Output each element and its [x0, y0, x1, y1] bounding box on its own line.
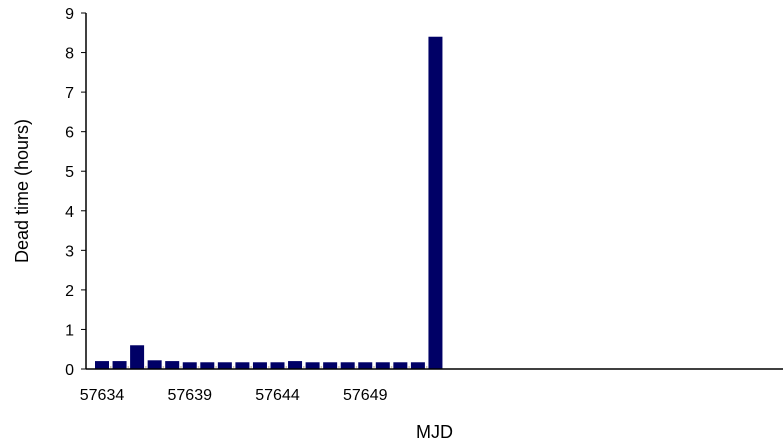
bar — [130, 345, 145, 369]
y-tick-label: 2 — [65, 283, 74, 300]
bar — [112, 361, 127, 369]
y-tick-label: 5 — [65, 164, 74, 181]
bars — [95, 36, 443, 369]
bar — [305, 362, 320, 369]
y-tick-label: 7 — [65, 85, 74, 102]
x-tick-label: 57639 — [168, 387, 213, 404]
x-axis-ticks: 57634 57639 57644 57649 — [80, 366, 428, 404]
bar — [200, 362, 215, 369]
bar — [252, 362, 267, 369]
bar — [358, 362, 373, 369]
x-tick-label: 57634 — [80, 387, 125, 404]
y-tick-label: 9 — [65, 6, 74, 23]
bar — [165, 361, 180, 369]
x-tick-label: 57649 — [343, 387, 388, 404]
y-tick-label: 3 — [65, 243, 74, 260]
y-axis-title: Dead time (hours) — [12, 119, 32, 263]
bar — [375, 362, 390, 369]
y-axis-ticks: 0 1 2 3 4 5 6 7 8 9 — [65, 6, 86, 379]
bar — [393, 362, 408, 369]
bar — [235, 362, 250, 369]
y-tick-label: 1 — [65, 322, 74, 339]
bar — [410, 362, 425, 369]
y-tick-label: 0 — [65, 362, 74, 379]
bar — [95, 361, 109, 369]
y-tick-label: 4 — [65, 204, 74, 221]
bar — [270, 362, 285, 369]
x-tick-label: 57644 — [255, 387, 300, 404]
bar — [217, 362, 232, 369]
bar — [428, 36, 443, 369]
x-axis-title: MJD — [416, 422, 453, 442]
y-tick-label: 6 — [65, 125, 74, 142]
bar — [147, 360, 162, 369]
bar — [340, 362, 355, 369]
y-tick-label: 8 — [65, 46, 74, 63]
bar — [288, 361, 303, 369]
bar — [323, 362, 338, 369]
bar — [182, 362, 197, 369]
